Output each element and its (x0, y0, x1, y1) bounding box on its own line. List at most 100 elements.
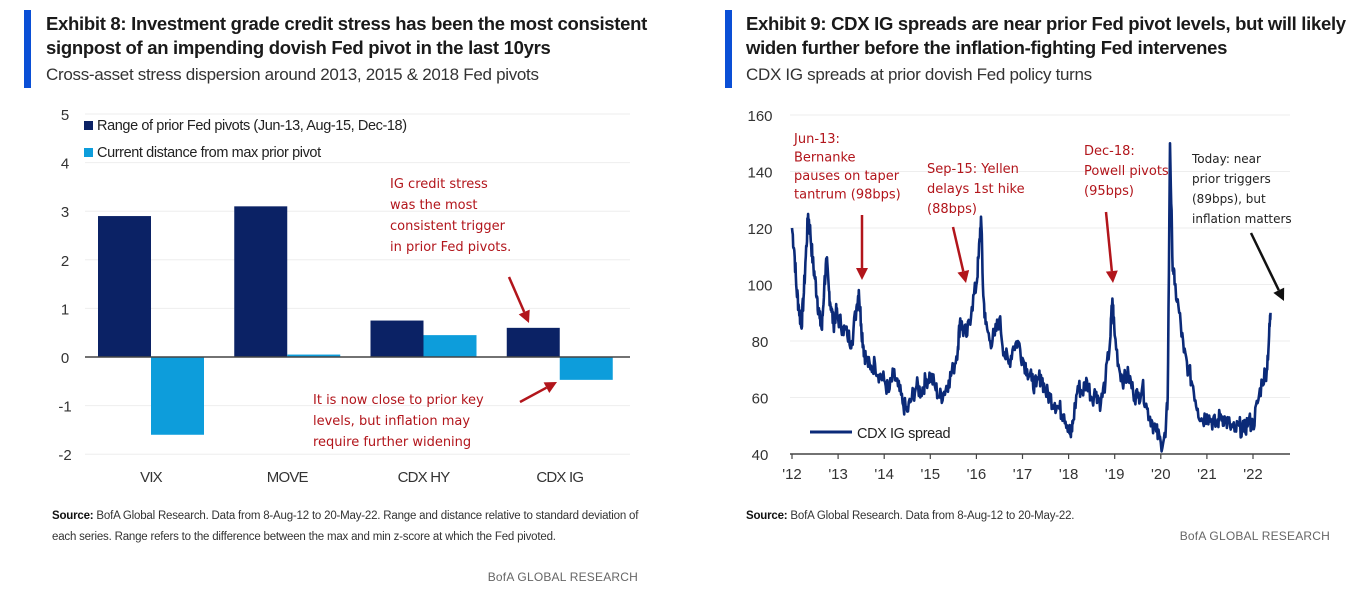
exhibit-accent-bar (725, 10, 732, 88)
bar-range-prior-pivots (234, 206, 288, 357)
source-label: Source: (52, 510, 94, 522)
annotation-today: Today: near (1191, 152, 1261, 166)
y-tick-label: 0 (61, 350, 69, 367)
y-tick-label: 5 (61, 107, 69, 124)
arrow-shaft (1249, 232, 1280, 291)
source-text: BofA Global Research. Data from 8-Aug-12… (787, 510, 1075, 522)
arrow-shaft (507, 276, 526, 313)
cdx-ig-spread-line (790, 142, 1272, 453)
annotation-sep-15: delays 1st hike (927, 182, 1025, 197)
y-tick-label: 1 (61, 301, 69, 318)
legend: Range of prior Fed pivots (Jun-13, Aug-1… (84, 118, 407, 161)
exhibit-8-panel: Exhibit 8: Investment grade credit stres… (0, 0, 660, 590)
y-tick-label: 100 (747, 278, 772, 295)
x-category-label: CDX HY (398, 469, 451, 486)
annotation-dec-18: Powell pivots (1084, 164, 1169, 179)
exhibit-accent-bar (24, 10, 31, 88)
x-tick-label: '15 (921, 466, 941, 483)
x-tick-label: '19 (1105, 466, 1125, 483)
y-tick-label: 60 (752, 391, 769, 408)
x-tick-label: '20 (1151, 466, 1171, 483)
legend-swatch (84, 148, 93, 157)
arrow-shaft (1104, 211, 1114, 272)
arrow-head (957, 269, 970, 283)
exhibit-8-subtitle: Cross-asset stress dispersion around 201… (46, 65, 539, 84)
annotation-dec-18: (95bps) (1084, 184, 1134, 199)
line-chart: 160 140 120 100 80 60 40 '12 '13 '14 '15 '16 '17 '18 '… (747, 108, 1292, 483)
bar-range-prior-pivots (98, 216, 151, 357)
x-tick-label: '12 (782, 466, 802, 483)
bar-current-distance (559, 357, 613, 380)
x-tick-label: '16 (967, 466, 987, 483)
y-tick-label: -2 (58, 447, 71, 464)
arrow-head (518, 309, 530, 323)
annotation-today: (89bps), but (1192, 192, 1266, 206)
exhibit-9-brand: BofA GLOBAL RESEARCH (1179, 529, 1330, 543)
annotation-arrow (519, 382, 557, 404)
arrow-head (543, 382, 557, 393)
bar-current-distance (287, 354, 341, 357)
annotation-arrow (951, 226, 970, 283)
legend-label: CDX IG spread (857, 426, 950, 442)
legend-swatch (84, 121, 93, 130)
legend-label: Current distance from max prior pivot (97, 145, 321, 161)
y-tick-label: 2 (61, 253, 69, 270)
annotation-ig-credit-stress: IG credit stress (390, 177, 488, 192)
annotation-sep-15: Sep-15: Yellen (927, 162, 1019, 177)
y-tick-label: 40 (752, 447, 769, 464)
source-text: BofA Global Research. Data from 8-Aug-12… (52, 510, 639, 543)
annotation-arrow (507, 276, 530, 323)
x-tick-label: '17 (1013, 466, 1033, 483)
y-tick-label: -1 (58, 399, 71, 416)
legend-label: Range of prior Fed pivots (Jun-13, Aug-1… (97, 118, 407, 134)
bar-chart: 5 4 3 2 1 0 -1 -2 VIX MOVE CDX HY CDX IG Range of pr… (58, 107, 630, 486)
annotation-arrow (856, 215, 868, 280)
exhibit-9-title: Exhibit 9: CDX IG spreads are near prior… (746, 13, 1346, 58)
arrow-head (1273, 287, 1285, 301)
x-tick-label: '21 (1197, 466, 1217, 483)
annotation-now-close: require further widening (313, 435, 471, 450)
x-category-label: VIX (140, 469, 163, 486)
y-tick-label: 80 (752, 334, 769, 351)
exhibit-9-panel: Exhibit 9: CDX IG spreads are near prior… (700, 0, 1354, 590)
bar-current-distance (151, 357, 204, 435)
annotation-now-close: It is now close to prior key (313, 393, 484, 408)
source-label: Source: (746, 510, 788, 522)
arrow-head (856, 268, 868, 280)
exhibit-9-source: Source: BofA Global Research. Data from … (746, 506, 1346, 527)
y-tick-label: 3 (61, 204, 69, 221)
annotation-sep-15: (88bps) (927, 202, 977, 217)
y-tick-label: 120 (747, 221, 772, 238)
x-category-label: MOVE (267, 469, 309, 486)
arrow-head (1105, 270, 1118, 283)
x-tick-label: '13 (828, 466, 848, 483)
exhibit-9-subtitle: CDX IG spreads at prior dovish Fed polic… (746, 65, 1092, 84)
annotation-ig-credit-stress: was the most (390, 198, 477, 213)
x-category-label: CDX IG (536, 469, 583, 486)
annotation-jun-13: pauses on taper (794, 169, 900, 184)
annotation-ig-credit-stress: consistent trigger (390, 219, 506, 234)
y-tick-label: 4 (61, 156, 69, 173)
x-tick-label: '18 (1059, 466, 1079, 483)
bar-current-distance (423, 335, 477, 357)
arrow-shaft (951, 226, 965, 272)
exhibit-8-source: Source: BofA Global Research. Data from … (52, 506, 642, 548)
bar-range-prior-pivots (506, 327, 560, 357)
x-tick-label: '14 (874, 466, 894, 483)
exhibit-8-title: Exhibit 8: Investment grade credit stres… (46, 13, 647, 58)
annotation-jun-13: tantrum (98bps) (794, 188, 901, 203)
legend: CDX IG spread (810, 426, 951, 442)
annotation-arrow (1104, 211, 1118, 283)
annotation-dec-18: Dec-18: (1084, 144, 1135, 159)
annotation-arrow (1249, 232, 1285, 301)
exhibit-8-brand: BofA GLOBAL RESEARCH (487, 570, 638, 584)
annotation-ig-credit-stress: in prior Fed pivots. (390, 240, 511, 255)
annotation-jun-13: Bernanke (794, 151, 856, 166)
annotation-now-close: levels, but inflation may (313, 414, 470, 429)
annotation-jun-13: Jun-13: (793, 132, 840, 147)
annotation-today: prior triggers (1192, 172, 1271, 186)
y-tick-label: 160 (747, 108, 772, 125)
x-tick-label: '22 (1243, 466, 1263, 483)
bar-range-prior-pivots (370, 320, 424, 357)
annotation-today: inflation matters (1192, 212, 1292, 226)
